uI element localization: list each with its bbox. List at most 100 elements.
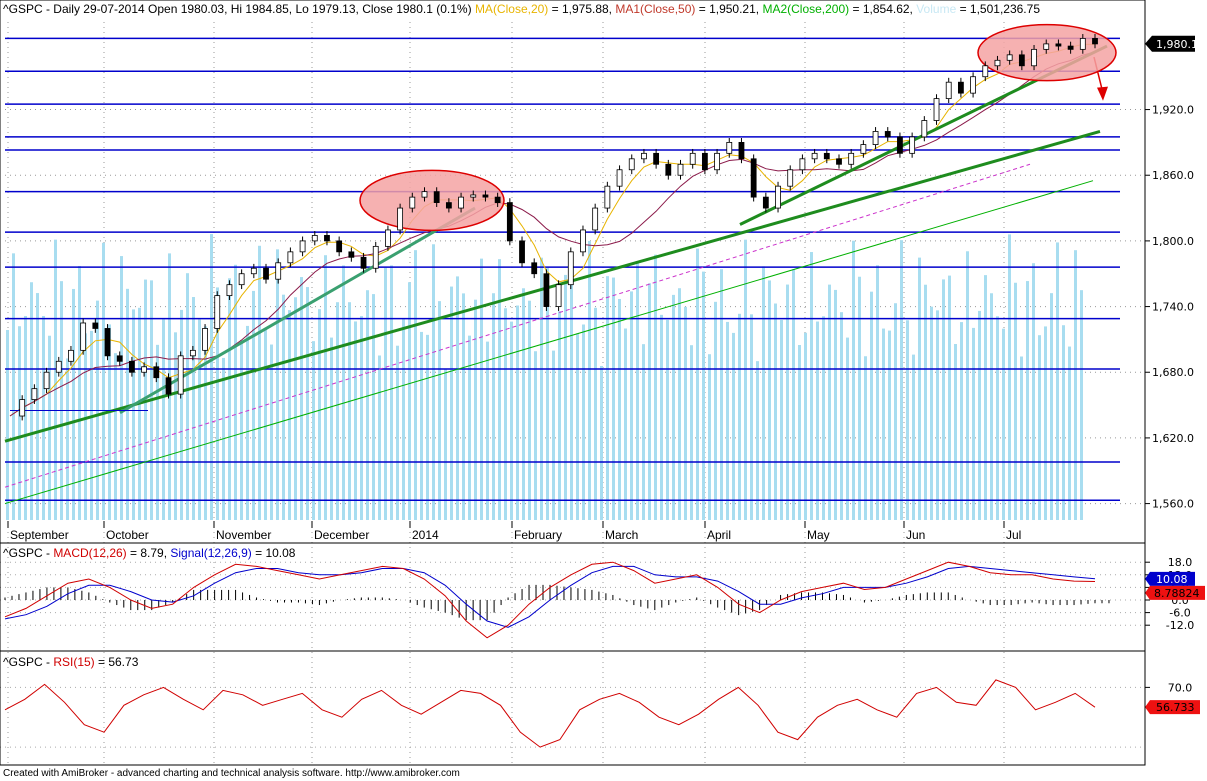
price-axis-label: 1,620.0	[1152, 432, 1194, 445]
candle-body	[19, 399, 26, 417]
rsi-prefix: ^GSPC -	[3, 655, 54, 669]
candle-body	[263, 267, 269, 280]
rsi-panel: 70.0 56.733	[0, 679, 1200, 748]
candle-body	[165, 377, 172, 395]
volume-bar	[822, 316, 825, 520]
candle-body	[1079, 38, 1086, 50]
volume-bar	[456, 276, 459, 520]
volume-bar	[552, 350, 555, 520]
price-axis-label: 1,560.0	[1152, 498, 1194, 511]
volume-bar	[570, 255, 573, 520]
volume-bar	[420, 331, 423, 520]
volume-bar	[816, 321, 819, 520]
price-axis-label: 1,920.0	[1152, 104, 1194, 117]
volume-bar	[342, 265, 345, 520]
candle-body	[311, 235, 318, 242]
volume-bar	[522, 288, 525, 520]
candle-body	[385, 229, 391, 247]
candle-body	[872, 131, 879, 145]
signal-line	[4, 565, 1096, 628]
month-label: November	[216, 528, 271, 542]
highlight-ellipse-jul	[977, 23, 1117, 82]
candle-body	[68, 349, 74, 362]
candle-body	[775, 185, 781, 209]
volume-bar	[810, 252, 813, 520]
volume-bar	[192, 297, 195, 520]
macd-panel-frame	[0, 542, 1146, 652]
volume-bar	[384, 267, 387, 520]
macd-axis-label: -12.0	[1166, 619, 1194, 632]
volume-bar	[984, 275, 987, 520]
candle-body	[43, 371, 50, 390]
volume-bar	[246, 325, 249, 520]
volume-bar	[216, 287, 219, 520]
volume-bar	[672, 294, 675, 520]
volume-bar	[918, 257, 921, 520]
volume-bar	[774, 303, 777, 520]
volume-bar	[90, 330, 93, 520]
candle-body	[665, 163, 672, 176]
volume-bar	[198, 319, 201, 520]
volume-bar	[708, 354, 711, 520]
ma20-label: MA(Close,20)	[474, 2, 549, 16]
volume-bar	[66, 358, 69, 520]
candle-body	[933, 98, 940, 121]
volume-bar	[1062, 325, 1065, 520]
candle-body	[884, 131, 891, 138]
volume-bar	[36, 293, 39, 520]
candle-body	[848, 152, 855, 165]
volume-bar	[828, 284, 831, 520]
volume-bar	[702, 271, 705, 520]
volume-bar	[1020, 356, 1023, 520]
candle-body	[80, 322, 87, 351]
volume-bar	[348, 302, 351, 520]
volume-bar	[180, 309, 183, 520]
volume-bar	[588, 241, 591, 521]
volume-bar	[378, 355, 381, 520]
candle-body	[445, 202, 452, 209]
candle-body	[238, 273, 245, 286]
month-label: April	[707, 528, 731, 542]
volume-bar	[1056, 242, 1059, 520]
volume-bar	[426, 334, 429, 520]
volume-bar	[534, 351, 537, 520]
candle-body	[799, 158, 806, 171]
candle-body	[616, 169, 623, 187]
volume-bar	[204, 326, 207, 520]
volume-bar	[240, 339, 243, 520]
rsi-last-value: 56.733	[1156, 701, 1195, 714]
volume-bar	[1080, 290, 1083, 520]
candle-body	[860, 144, 867, 154]
volume-bar	[390, 265, 393, 520]
volume-bar	[798, 345, 801, 520]
volume-bar	[414, 250, 417, 520]
volume-bar	[546, 267, 549, 520]
candle-body	[970, 76, 976, 94]
candle-body	[433, 191, 440, 203]
volume-bar	[18, 326, 21, 520]
symbol-line: ^GSPC - Daily 29-07-2014 Open 1980.03, H…	[3, 2, 472, 16]
volume-bar	[288, 310, 291, 520]
candle-body	[336, 240, 343, 253]
candle-body	[604, 185, 611, 209]
macd-axis-label: 18.0	[1168, 556, 1193, 569]
month-label: October	[106, 528, 149, 542]
candle-body	[787, 169, 794, 187]
macd-value: = 8.79,	[126, 546, 171, 560]
candle-body	[287, 251, 294, 264]
macd-last-tag	[1145, 585, 1205, 600]
volume-bar	[264, 328, 267, 520]
volume-bar	[336, 302, 339, 520]
volume-bar	[930, 306, 933, 520]
candle-body	[104, 328, 111, 357]
volume-bar	[738, 313, 741, 520]
signal-label: Signal(12,26,9)	[170, 546, 252, 560]
signal-last-value: 10.08	[1156, 573, 1188, 586]
volume-bar	[576, 333, 579, 520]
candle-body	[1031, 48, 1037, 67]
volume-bar	[510, 321, 513, 520]
month-label: December	[314, 528, 369, 542]
candle-body	[738, 141, 745, 160]
volume-bar	[660, 314, 663, 520]
volume-bar	[474, 299, 477, 520]
